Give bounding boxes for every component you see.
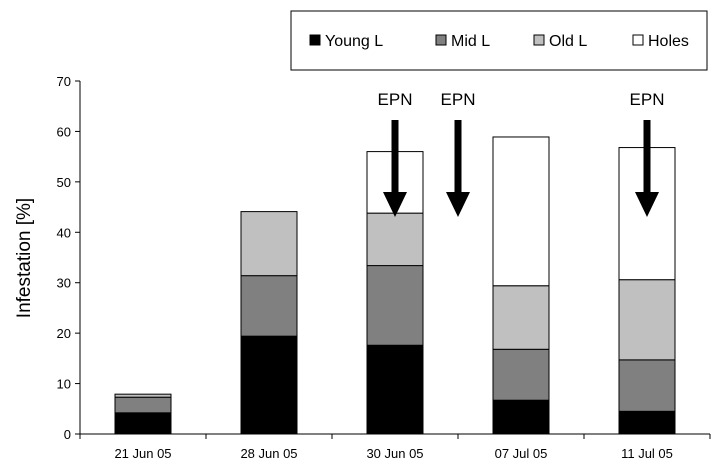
y-tick-label: 70 [57,74,71,89]
bar-segment [492,399,550,435]
legend-label: Young L [325,33,383,50]
epn-label: EPN [441,90,476,109]
bar-segment [492,348,550,401]
bar-segment [114,412,172,435]
legend-swatch [435,34,447,46]
bar-segment [618,410,676,435]
y-tick-label: 20 [57,326,71,341]
epn-label: EPN [378,90,413,109]
bars [114,136,676,435]
bar-segment [366,212,424,267]
bar-segment [492,285,550,350]
legend-label: Mid L [451,33,490,50]
epn-label: EPN [630,90,665,109]
x-tick-label: 07 Jul 05 [495,446,548,461]
annotations: EPN EPN EPN [378,90,665,217]
x-tick-label: 21 Jun 05 [114,446,171,461]
bar-segment [114,396,172,414]
legend-swatch [533,34,545,46]
legend-swatch [309,34,321,46]
y-tick-label: 0 [64,427,71,442]
x-tick-label: 30 Jun 05 [366,446,423,461]
legend-label: Old L [549,33,587,50]
epn-arrow-head [635,192,659,217]
legend-swatch [632,34,644,46]
x-tick-label: 28 Jun 05 [240,446,297,461]
y-axis: 0 10 20 30 40 50 60 70 [57,74,81,442]
y-axis-title: Infestation [%] [14,198,35,318]
bar-segment [618,279,676,361]
bar-segment [240,275,298,337]
legend: Young L Mid L Old L Holes [290,10,708,71]
bar-segment [618,359,676,412]
legend-label: Holes [648,33,689,50]
bar-segment [240,335,298,435]
x-axis: 21 Jun 05 28 Jun 05 30 Jun 05 07 Jul 05 11 J… [79,433,711,461]
y-tick-label: 40 [57,225,71,240]
bar-segment [366,344,424,435]
x-tick-label: 11 Jul 05 [621,446,673,461]
bar-segment [366,265,424,346]
y-tick-label: 30 [57,276,71,291]
epn-arrow-head [383,192,407,217]
y-tick-label: 50 [57,175,71,190]
y-tick-label: 60 [57,124,71,139]
epn-arrow-head [446,192,470,217]
y-tick-label: 10 [57,377,71,392]
bar-segment [492,136,550,287]
bar-segment [114,393,172,398]
bar-segment [240,211,298,277]
